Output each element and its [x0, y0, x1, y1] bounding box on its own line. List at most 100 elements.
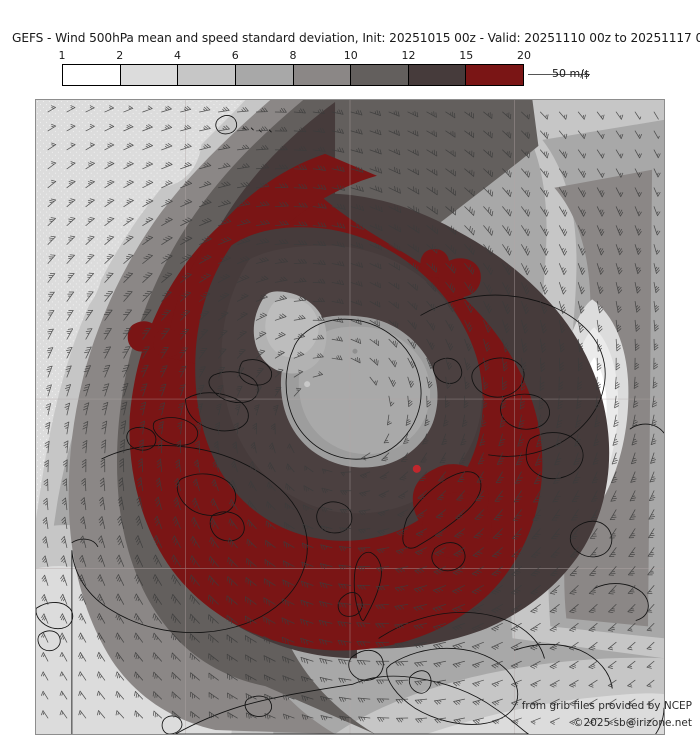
- colorbar-tick-10: 10: [343, 49, 358, 62]
- wind-barb: [359, 471, 371, 479]
- wind-barb: [319, 582, 333, 589]
- wind-barb: [293, 108, 306, 114]
- wind-barb: [388, 243, 401, 252]
- wind-barb: [577, 338, 584, 352]
- wind-barb: [117, 515, 125, 530]
- wind-barb: [96, 632, 106, 643]
- wind-barb: [236, 107, 249, 113]
- wind-barb: [282, 694, 295, 701]
- wind-barb: [312, 334, 325, 340]
- wind-barb: [388, 282, 400, 290]
- wind-barb: [293, 369, 304, 378]
- map-canvas[interactable]: [35, 99, 665, 735]
- wind-barb: [628, 528, 636, 539]
- wind-barb: [417, 490, 428, 500]
- attribution-source: from grib files provided by NCEP: [521, 700, 692, 712]
- wind-barb: [476, 471, 484, 483]
- wind-barb: [41, 632, 49, 643]
- wind-barb: [134, 652, 144, 662]
- wind-barb: [388, 185, 401, 194]
- wind-barb: [189, 633, 200, 643]
- wind-barb: [483, 225, 494, 236]
- wind-barb: [236, 311, 248, 321]
- wind-barb: [331, 109, 344, 115]
- wind-barb: [358, 716, 371, 722]
- wind-barb: [577, 111, 586, 120]
- wind-barb: [293, 277, 307, 283]
- wind-barb: [85, 161, 95, 170]
- coast-baltic: [431, 542, 466, 572]
- wind-barb: [502, 357, 508, 372]
- wind-barb: [199, 199, 212, 208]
- wind-barb: [634, 130, 642, 139]
- wind-barb: [388, 148, 401, 156]
- wind-barb: [628, 547, 636, 557]
- red-speckle-left-1: [127, 321, 159, 352]
- wind-barb: [577, 206, 586, 217]
- wind-barb: [304, 465, 314, 473]
- wind-barb: [540, 225, 549, 237]
- wind-barb: [569, 566, 579, 577]
- coast-island-bermuda: [215, 115, 238, 135]
- wind-barb: [471, 604, 484, 613]
- wind-barb: [540, 263, 549, 276]
- wind-barb: [632, 414, 638, 427]
- wind-barb: [255, 107, 268, 113]
- wind-barb: [456, 490, 466, 501]
- wind-barb: [464, 357, 471, 371]
- wind-barb: [312, 260, 326, 265]
- wind-barb: [236, 330, 247, 340]
- wind-barb: [369, 242, 382, 251]
- wind-barb: [407, 282, 418, 291]
- wind-barb: [312, 353, 324, 359]
- wind-barb: [155, 477, 162, 492]
- wind-barb: [121, 364, 130, 378]
- wind-barb: [339, 715, 352, 722]
- wind-barb: [540, 206, 549, 217]
- wind-barb: [142, 105, 153, 113]
- wind-barb: [213, 440, 219, 454]
- wind-barb: [331, 128, 344, 134]
- wind-barb: [627, 679, 636, 688]
- wind-barb: [521, 357, 527, 372]
- wind-barb: [482, 395, 488, 409]
- wind-barb: [247, 500, 257, 511]
- wind-barb: [218, 162, 231, 170]
- colorbar-segment-2: [120, 65, 179, 85]
- wind-barb: [502, 206, 512, 217]
- wind-barb: [267, 462, 276, 473]
- wind-barb: [502, 130, 512, 139]
- wind-barb: [104, 235, 115, 245]
- wind-barb: [540, 168, 549, 178]
- wind-barb: [553, 471, 562, 484]
- wind-barb: [399, 471, 409, 481]
- wind-barb: [218, 236, 232, 245]
- wind-barb: [361, 452, 371, 461]
- wind-barb: [102, 383, 110, 397]
- wind-barb: [236, 293, 249, 302]
- wind-barb: [558, 225, 568, 237]
- wind-barb: [293, 240, 308, 245]
- wind-barb: [274, 350, 285, 359]
- wind-barb: [577, 319, 584, 333]
- wind-barb: [82, 421, 89, 435]
- wind-barb: [513, 490, 523, 503]
- wind-barb: [96, 671, 106, 681]
- wind-barb: [609, 509, 617, 521]
- wind-barb: [369, 204, 383, 213]
- wind-barb: [236, 348, 246, 359]
- wind-barb: [634, 187, 642, 197]
- wind-barb: [375, 622, 390, 628]
- wind-barb: [483, 282, 493, 295]
- wind-barb: [462, 414, 468, 427]
- wind-barb: [521, 168, 531, 178]
- wind-barb: [369, 300, 381, 308]
- wind-barb: [464, 263, 475, 275]
- wind-barb: [81, 478, 87, 492]
- wind-barb: [453, 698, 466, 705]
- wind-barb: [369, 223, 383, 232]
- wind-barb: [312, 184, 327, 190]
- colorbar-tick-1: 1: [58, 49, 66, 62]
- wind-barb: [312, 316, 325, 321]
- wind-barb: [320, 525, 333, 532]
